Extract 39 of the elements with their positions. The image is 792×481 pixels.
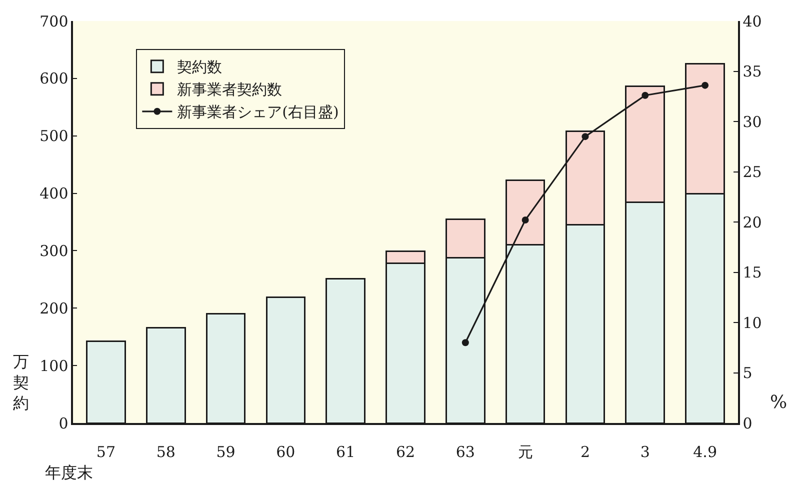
y2-tick-label: 5 [742, 364, 752, 382]
x-tick-label: 58 [156, 442, 176, 461]
x-tick-label: 60 [276, 442, 296, 461]
y-tick-label: 100 [40, 356, 68, 375]
point [642, 92, 649, 99]
y-tick-label: 300 [40, 242, 68, 260]
x-tick-label: 63 [456, 442, 475, 461]
x-tick-label: 4.9 [693, 442, 717, 461]
y-tick-label: 400 [40, 184, 68, 203]
y-tick-label: 0 [58, 414, 68, 432]
y-tick-label: 600 [40, 70, 68, 88]
y2-tick-label: 30 [742, 112, 762, 131]
x-tick-label: 3 [640, 442, 650, 461]
x-tick-label: 2 [580, 442, 590, 461]
x-tick-label: 59 [216, 442, 236, 461]
y-axis-title: 万契約 [13, 352, 29, 413]
y2-tick-label: 35 [742, 62, 762, 80]
y-tick-label: 500 [40, 127, 68, 146]
x-tick-label: 62 [396, 442, 416, 461]
y-tick-label: 700 [40, 12, 68, 30]
y-tick-label: 200 [40, 299, 68, 318]
y2-tick-label: 0 [742, 414, 752, 432]
point [582, 133, 589, 140]
point [522, 216, 529, 224]
point [702, 82, 709, 89]
x-tick-label: 61 [336, 442, 356, 461]
y2-tick-label: 10 [742, 314, 762, 332]
x-axis-title: 年度末 [45, 463, 93, 481]
y2-axis-title: % [770, 392, 788, 413]
legend-label: 契約数 [177, 58, 222, 76]
point [462, 339, 469, 346]
y2-tick-label: 15 [742, 264, 762, 282]
y2-tick-label: 40 [742, 12, 762, 30]
y2-tick-label: 25 [742, 163, 762, 181]
y2-tick-label: 20 [742, 213, 762, 232]
x-tick-label: 57 [96, 442, 116, 461]
legend-label: 新事業者シェア(右目盛) [177, 103, 339, 122]
legend-label: 新事業者契約数 [177, 80, 282, 99]
x-tick-label: 元 [518, 442, 533, 461]
